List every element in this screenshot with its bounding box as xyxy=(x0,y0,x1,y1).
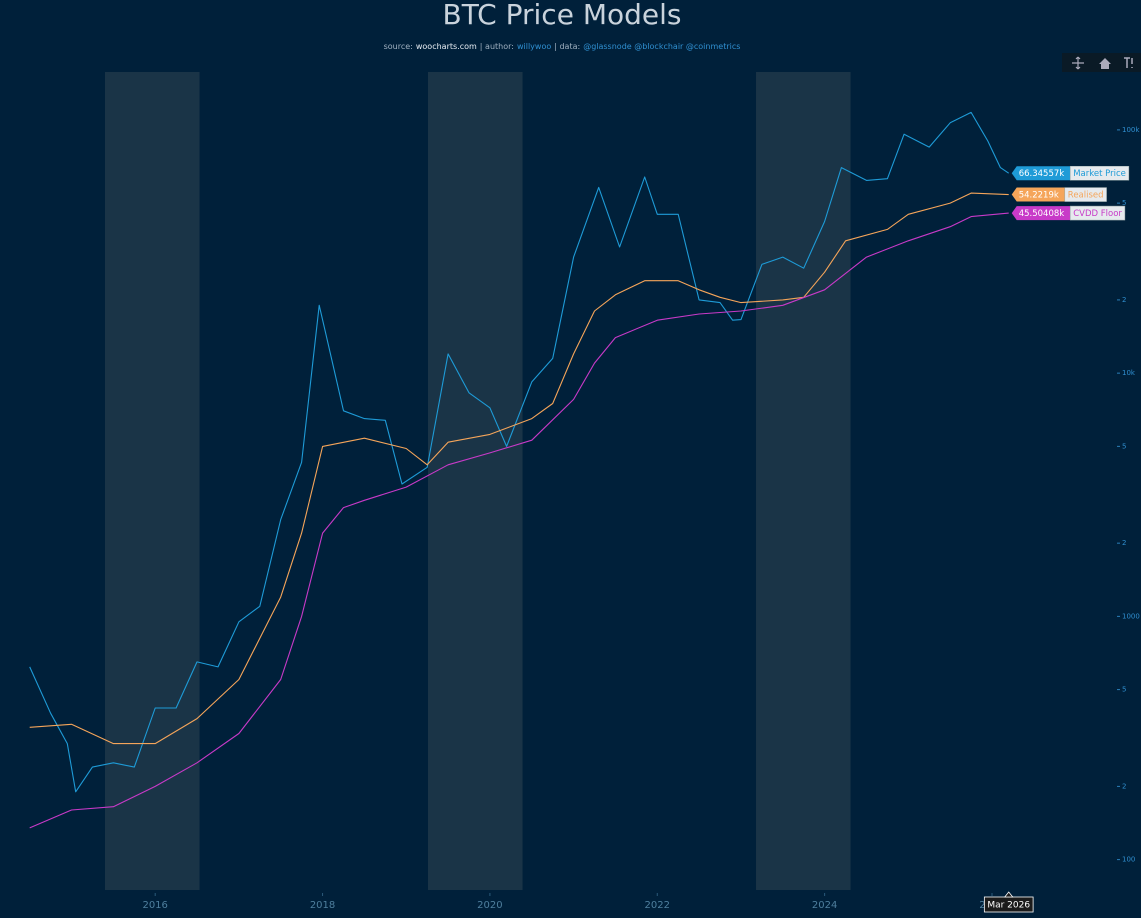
end-label-tag xyxy=(1011,166,1071,181)
y-tick-label: 2 xyxy=(1122,296,1126,304)
end-label-name-box xyxy=(1069,205,1126,221)
end-label-name-box xyxy=(1069,165,1130,181)
series-line xyxy=(29,212,1009,829)
end-label: 45.50408k CVDD Floor xyxy=(1011,205,1126,221)
x-tick-label: 2016 xyxy=(142,900,167,911)
shaded-period xyxy=(427,72,523,890)
subtitle-part: | data: xyxy=(554,42,580,51)
home-button[interactable] xyxy=(1099,58,1111,69)
end-label-name: CVDD Floor xyxy=(1073,209,1122,219)
end-label-value: 54.2219k xyxy=(1019,191,1059,201)
toolbar xyxy=(1062,53,1141,72)
y-tick-label: 5 xyxy=(1122,199,1126,207)
hover-label: Mar 2026 xyxy=(987,901,1030,911)
end-label: 66.34557k Market Price xyxy=(1011,165,1130,181)
y-tick-label: 5 xyxy=(1122,442,1126,450)
subtitle-part: @glassnode @blockchair @coinmetrics xyxy=(583,42,740,51)
subtitle-part: woocharts.com xyxy=(416,42,477,51)
series-line xyxy=(29,111,1010,793)
subtitle-part: willywoo xyxy=(517,42,551,51)
y-tick-label: 2 xyxy=(1122,782,1126,790)
end-label-name: Market Price xyxy=(1073,169,1126,179)
end-label-name: Realised xyxy=(1068,191,1104,201)
series-line xyxy=(29,192,1009,745)
y-tick-label: 100k xyxy=(1122,126,1140,134)
subtitle-part: | author: xyxy=(480,42,514,51)
end-label: 54.2219k Realised xyxy=(1011,187,1107,202)
x-tick-label: 2020 xyxy=(477,900,502,911)
y-tick-label: 2 xyxy=(1122,539,1126,547)
x-tick-label: 2018 xyxy=(310,900,335,911)
hover-button[interactable] xyxy=(1124,57,1133,68)
end-label-name-box xyxy=(1064,187,1107,202)
shaded-period xyxy=(104,72,200,890)
shaded-period xyxy=(756,72,851,890)
x-tick-label: 2022 xyxy=(645,900,670,911)
y-tick-label: 10k xyxy=(1122,369,1136,377)
end-label-value: 66.34557k xyxy=(1019,169,1065,179)
pan-button[interactable] xyxy=(1072,56,1084,70)
end-label-tag xyxy=(1011,206,1071,221)
y-tick-label: 1000 xyxy=(1122,612,1140,620)
end-label-tag xyxy=(1011,187,1065,202)
y-tick-label: 100 xyxy=(1122,856,1135,864)
y-tick-label: 5 xyxy=(1122,686,1126,694)
x-tick-label: 2024 xyxy=(812,900,837,911)
chart-subtitle: source: woocharts.com | author: willywoo | d… xyxy=(384,42,741,51)
end-label-value: 45.50408k xyxy=(1019,209,1065,219)
chart-title: BTC Price Models xyxy=(443,0,682,31)
hover-label-pointer xyxy=(1003,891,1014,898)
subtitle-part: source: xyxy=(384,42,413,51)
